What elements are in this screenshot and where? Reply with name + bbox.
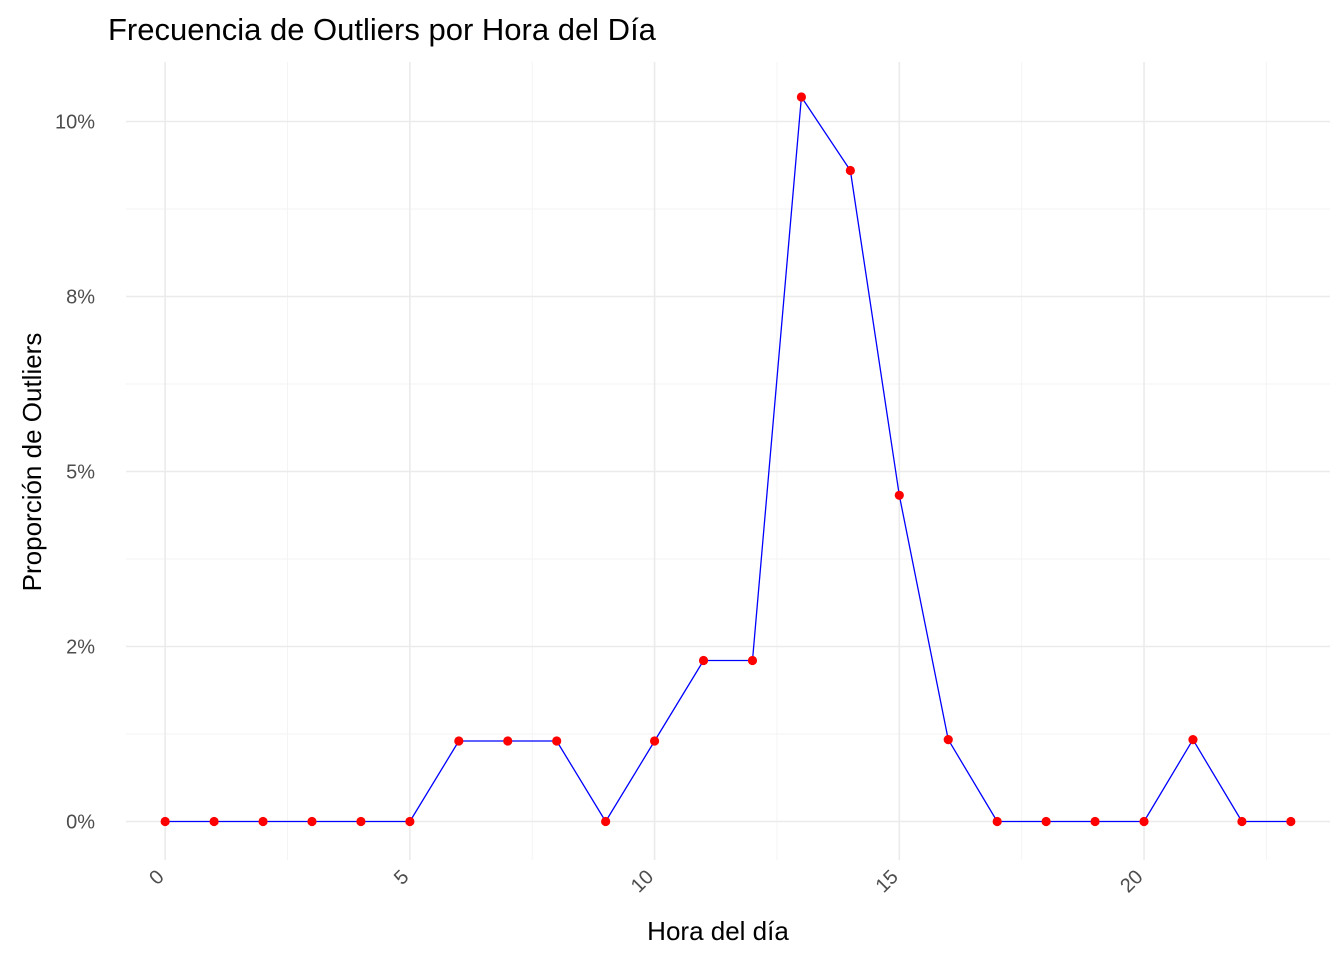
data-point	[160, 816, 170, 827]
y-axis-ticks: 0% 2% 5% 8% 10%	[55, 112, 95, 834]
data-point	[943, 735, 953, 745]
y-tick-label: 5%	[66, 462, 95, 484]
data-point	[1237, 816, 1247, 827]
gridlines	[126, 62, 1330, 860]
data-point	[552, 736, 562, 746]
data-point	[405, 816, 415, 827]
data-point	[503, 736, 513, 746]
data-point	[1139, 816, 1149, 827]
data-point	[796, 92, 807, 102]
x-tick-label: 0	[145, 866, 168, 889]
chart-title: Frecuencia de Outliers por Hora del Día	[108, 12, 657, 47]
data-point	[307, 816, 317, 827]
series-line-group	[160, 92, 1296, 827]
x-tick-label: 5	[390, 866, 413, 889]
x-tick-label: 15	[872, 866, 903, 897]
x-tick-label: 10	[627, 866, 658, 897]
y-tick-label: 8%	[66, 287, 95, 309]
data-point	[1286, 816, 1296, 827]
data-point	[356, 816, 366, 827]
data-point	[454, 736, 464, 746]
data-point	[992, 816, 1002, 827]
data-point	[1090, 816, 1100, 827]
data-point	[1041, 816, 1051, 827]
x-axis-title: Hora del día	[647, 916, 789, 946]
x-tick-label: 20	[1116, 866, 1147, 897]
y-tick-label: 2%	[66, 637, 95, 659]
data-point	[845, 165, 855, 176]
data-point	[601, 816, 611, 827]
series-line	[165, 96, 1291, 823]
data-point	[1188, 735, 1198, 745]
data-point	[894, 490, 904, 500]
data-point	[649, 736, 660, 746]
x-axis-ticks: 0 5 10 15 20	[145, 866, 1147, 897]
y-tick-label: 10%	[55, 112, 95, 134]
data-point	[747, 655, 758, 666]
y-axis-title: Proporción de Outliers	[17, 333, 47, 592]
data-point	[698, 655, 709, 666]
y-tick-label: 0%	[66, 812, 95, 834]
data-point	[209, 816, 219, 827]
data-point	[258, 816, 268, 827]
